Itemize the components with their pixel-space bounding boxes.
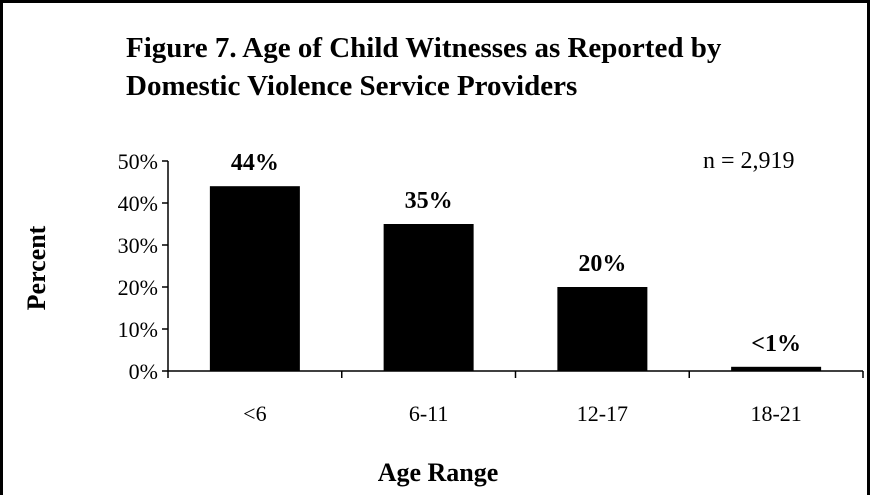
chart-title-line-2: Domestic Violence Service Providers xyxy=(126,70,578,102)
x-axis-label: Age Range xyxy=(377,458,499,487)
y-tick-label: 40% xyxy=(118,191,158,216)
bar xyxy=(557,287,648,371)
y-tick-label: 0% xyxy=(129,359,158,384)
x-tick-label: 6-11 xyxy=(409,401,449,426)
chart-title-line-1: Figure 7. Age of Child Witnesses as Repo… xyxy=(126,32,722,64)
x-tick-label: 18-21 xyxy=(750,401,801,426)
x-tick-label: <6 xyxy=(243,401,266,426)
bar-data-label: <1% xyxy=(751,331,801,357)
bar-data-label: 20% xyxy=(578,251,626,277)
x-tick-label: 12-17 xyxy=(577,401,628,426)
y-tick-label: 30% xyxy=(118,233,158,258)
y-tick-label: 20% xyxy=(118,275,158,300)
y-tick-label: 10% xyxy=(118,317,158,342)
bar-data-label: 44% xyxy=(231,150,279,176)
y-tick-label: 50% xyxy=(118,149,158,174)
bar-chart-plot: 0% 10% 20% 30% 40% 50% <6 44% 6-11 35% 12-17 20% 18-… xyxy=(118,149,864,426)
bar xyxy=(731,366,822,371)
sample-size-annotation: n = 2,919 xyxy=(703,148,795,174)
bar xyxy=(209,186,300,371)
chart-title: Figure 7. Age of Child Witnesses as Repo… xyxy=(126,29,826,105)
bar-data-label: 35% xyxy=(405,188,453,214)
bar xyxy=(383,224,474,371)
